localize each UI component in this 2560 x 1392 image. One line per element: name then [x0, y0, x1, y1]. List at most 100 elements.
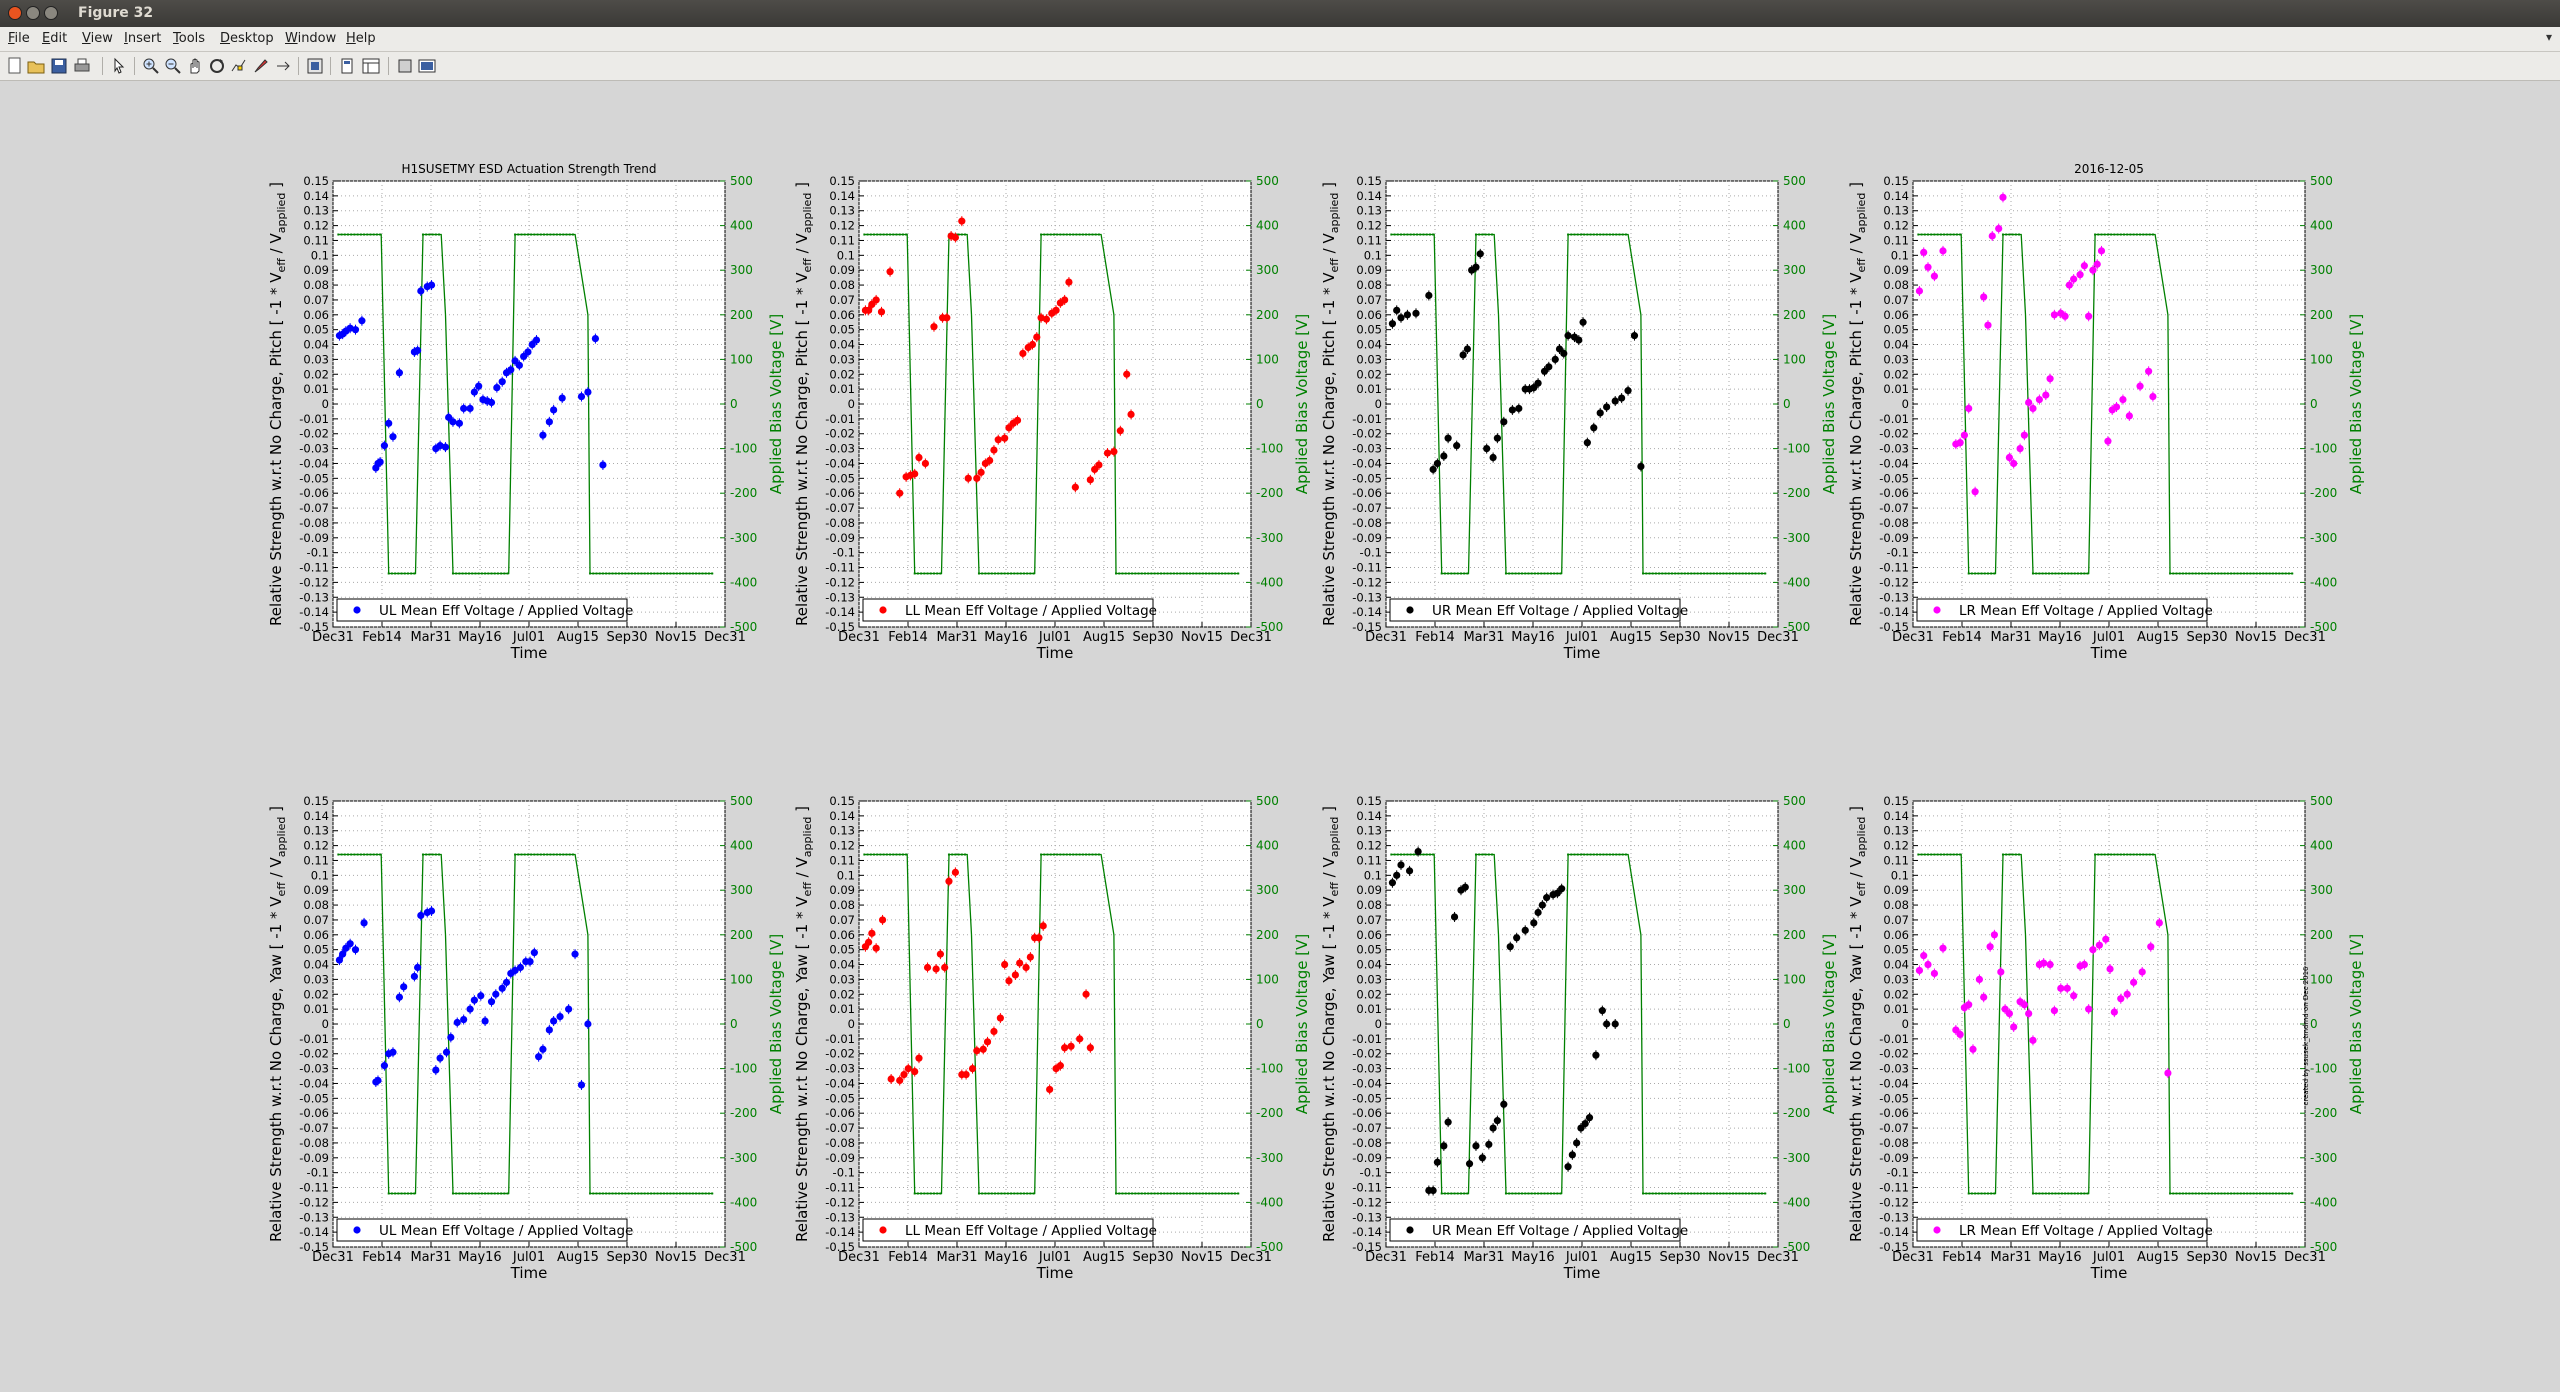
pointer-icon[interactable] [110, 57, 128, 75]
open-file-icon[interactable] [27, 57, 45, 75]
y-right-tick-label: -200 [1256, 1106, 1283, 1120]
data-cursor-icon[interactable] [230, 57, 248, 75]
dock-figure-icon[interactable] [418, 57, 436, 75]
bias-voltage-marker [614, 1192, 617, 1195]
bias-voltage-marker [1443, 572, 1446, 575]
bias-voltage-marker [1046, 853, 1049, 856]
menu-file[interactable]: File [8, 31, 30, 46]
y-tick-label: 0.05 [1356, 943, 1382, 957]
pan-icon[interactable] [186, 57, 204, 75]
bias-voltage-marker [1052, 233, 1055, 236]
x-tick-label: Mar31 [410, 630, 451, 645]
bias-voltage-marker [359, 853, 362, 856]
y-tick-label: -0.12 [1879, 1195, 1909, 1209]
hide-plot-tools-icon[interactable] [362, 57, 380, 75]
zoom-in-icon[interactable] [142, 57, 160, 75]
bias-voltage-marker [2281, 572, 2284, 575]
bias-voltage-marker [2217, 1192, 2220, 1195]
y-axis-label-sub: applied [801, 817, 814, 858]
x-tick-label: Dec31 [2284, 1250, 2326, 1265]
bias-voltage-marker [346, 853, 349, 856]
bias-voltage-marker [2148, 853, 2151, 856]
bias-voltage-marker [1182, 572, 1185, 575]
data-point [958, 217, 966, 225]
bias-voltage-marker [1081, 853, 1084, 856]
new-figure-icon[interactable] [6, 57, 24, 75]
bias-voltage-marker [1013, 1192, 1016, 1195]
x-tick-label: Aug15 [557, 1250, 599, 1265]
menu-help[interactable]: Help [346, 31, 376, 46]
y-tick-label: -0.12 [825, 575, 855, 589]
link-plot-icon[interactable] [274, 57, 292, 75]
bias-voltage-marker [506, 1192, 509, 1195]
data-point [2085, 1005, 2093, 1013]
data-point [996, 1014, 1004, 1022]
data-point [1915, 287, 1924, 295]
bias-voltage-marker [869, 233, 872, 236]
show-plot-tools-icon[interactable] [396, 57, 414, 75]
bias-voltage-marker [2076, 572, 2079, 575]
y-right-axis-label: Applied Bias Voltage [V] [2347, 934, 2365, 1114]
bias-voltage-marker [1952, 853, 1955, 856]
menu-insert[interactable]: Insert [124, 31, 162, 46]
bias-voltage-marker [701, 572, 704, 575]
y-tick-label: 0.01 [829, 1002, 855, 1016]
bias-voltage-marker [1986, 572, 1989, 575]
x-tick-label: Feb14 [888, 1250, 928, 1265]
legend-icon[interactable] [338, 57, 356, 75]
menu-edit[interactable]: Edit [42, 31, 68, 46]
bias-voltage-marker [1579, 233, 1582, 236]
data-point [556, 1012, 564, 1021]
y-tick-label: 0.01 [829, 382, 855, 396]
bias-voltage-marker [1419, 233, 1422, 236]
data-point [1603, 403, 1611, 411]
y-tick-label: 0.08 [1356, 278, 1382, 292]
data-point [1598, 1007, 1606, 1015]
legend-marker [879, 1226, 887, 1234]
bias-voltage-marker [614, 572, 617, 575]
bias-voltage-marker [337, 853, 340, 856]
bias-voltage-marker [2201, 1192, 2204, 1195]
y-tick-label: -0.13 [299, 1210, 329, 1224]
rotate-icon[interactable] [208, 57, 226, 75]
colorbar-icon[interactable] [306, 57, 324, 75]
save-icon[interactable] [50, 57, 68, 75]
bias-voltage-marker [627, 1192, 630, 1195]
data-point [1052, 306, 1060, 314]
bias-voltage-marker [885, 853, 888, 856]
window-controls [8, 6, 58, 20]
bias-voltage-marker [387, 572, 390, 575]
bias-voltage-marker [1221, 1192, 1224, 1195]
y-tick-label: -0.05 [299, 1091, 329, 1105]
y-axis-label-sub: applied [1328, 193, 1341, 234]
bias-voltage-marker [1224, 572, 1227, 575]
data-point [943, 314, 951, 322]
menu-desktop[interactable]: Desktop [220, 31, 274, 46]
y-tick-label: -0.13 [1879, 590, 1909, 604]
bias-voltage-marker [2249, 572, 2252, 575]
y-tick-label: 0.06 [829, 308, 855, 322]
print-icon[interactable] [73, 57, 91, 75]
brush-icon[interactable] [252, 57, 270, 75]
x-tick-label: Dec31 [838, 1250, 880, 1265]
y-axis-label-sub: eff [1328, 882, 1341, 897]
menu-tools[interactable]: Tools [173, 31, 206, 46]
y-tick-label: -0.01 [1352, 412, 1382, 426]
x-tick-label: Nov15 [2235, 1250, 2277, 1265]
y-tick-label: -0.01 [299, 1032, 329, 1046]
menu-window[interactable]: Window [285, 31, 337, 46]
maximize-window-button[interactable] [44, 6, 58, 20]
data-point [2123, 990, 2131, 998]
menu-view[interactable]: View [82, 31, 113, 46]
zoom-out-icon[interactable] [164, 57, 182, 75]
y-right-tick-label: 500 [730, 174, 753, 188]
minimize-window-button[interactable] [26, 6, 40, 20]
close-window-button[interactable] [8, 6, 22, 20]
bias-voltage-marker [1608, 853, 1611, 856]
bias-voltage-marker [2197, 1192, 2200, 1195]
legend-box [1389, 1218, 1681, 1242]
y-tick-label: 0.15 [829, 174, 855, 188]
bias-voltage-marker [1040, 233, 1043, 236]
menu-overflow-arrow-icon[interactable]: ▾ [2545, 30, 2552, 44]
y-tick-label: -0.13 [825, 1210, 855, 1224]
